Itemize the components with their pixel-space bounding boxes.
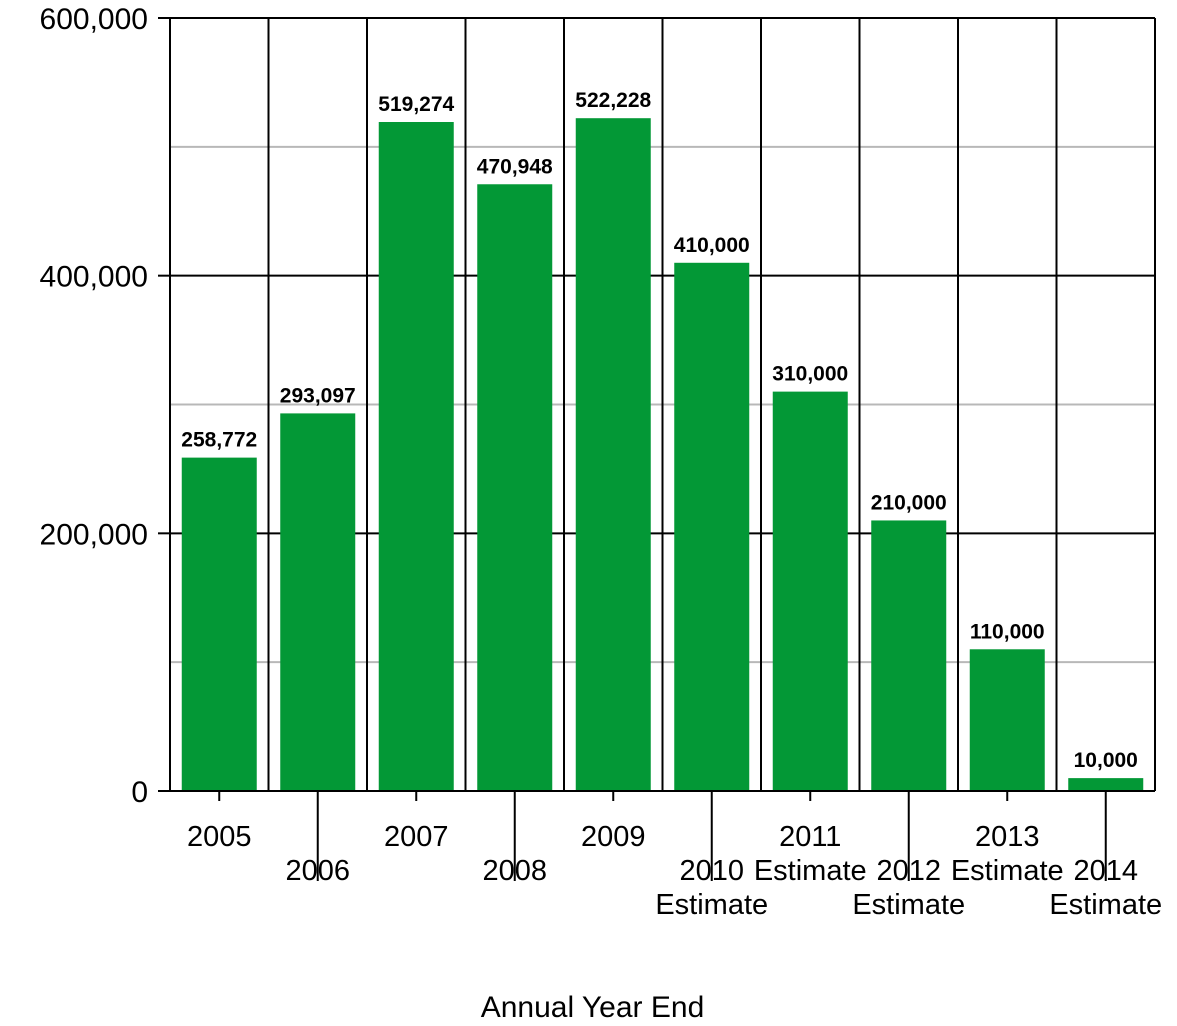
x-axis-title: Annual Year End [481, 991, 705, 1024]
grid [170, 17, 1155, 792]
bar [674, 262, 750, 791]
bar [1068, 778, 1144, 791]
y-tick-label: 200,000 [40, 518, 148, 551]
data-label: 522,228 [575, 89, 651, 112]
bar [871, 520, 947, 791]
bar [378, 122, 454, 791]
data-label: 293,097 [280, 384, 356, 407]
x-tick-label: 2009 [581, 821, 646, 853]
bar [772, 391, 848, 791]
bar [181, 457, 257, 791]
bars [181, 118, 1144, 792]
data-label: 110,000 [970, 620, 1045, 643]
x-tick-label: 2008 [482, 855, 547, 887]
x-tick-label: 2013 Estimate [951, 821, 1064, 887]
x-tick-label: 2011 Estimate [754, 821, 867, 887]
x-tick-label: 2005 [187, 821, 252, 853]
y-tick-label: 0 [131, 776, 148, 809]
data-label: 10,000 [1074, 749, 1138, 772]
bar [280, 413, 356, 791]
x-tick-label: 2007 [384, 821, 449, 853]
data-label: 258,772 [181, 429, 257, 452]
data-label: 470,948 [477, 155, 553, 178]
labels: 258,772 293,097 519,274 470,948 522,228 410,0… [40, 3, 1163, 921]
data-label: 310,000 [772, 363, 848, 386]
y-tick-label: 600,000 [40, 3, 148, 36]
bar [969, 649, 1045, 791]
data-label: 519,274 [378, 93, 454, 116]
x-tick-label: 2014 Estimate [1049, 855, 1162, 921]
bar [477, 184, 553, 792]
bar [575, 118, 651, 791]
x-tick-label: 2006 [285, 855, 350, 887]
plot-frame [158, 17, 1156, 881]
x-tick-label: 2010 Estimate [655, 855, 768, 921]
data-label: 210,000 [871, 491, 947, 514]
x-tick-label: 2012 Estimate [852, 855, 965, 921]
data-label: 410,000 [674, 234, 750, 257]
y-tick-label: 400,000 [40, 261, 148, 294]
